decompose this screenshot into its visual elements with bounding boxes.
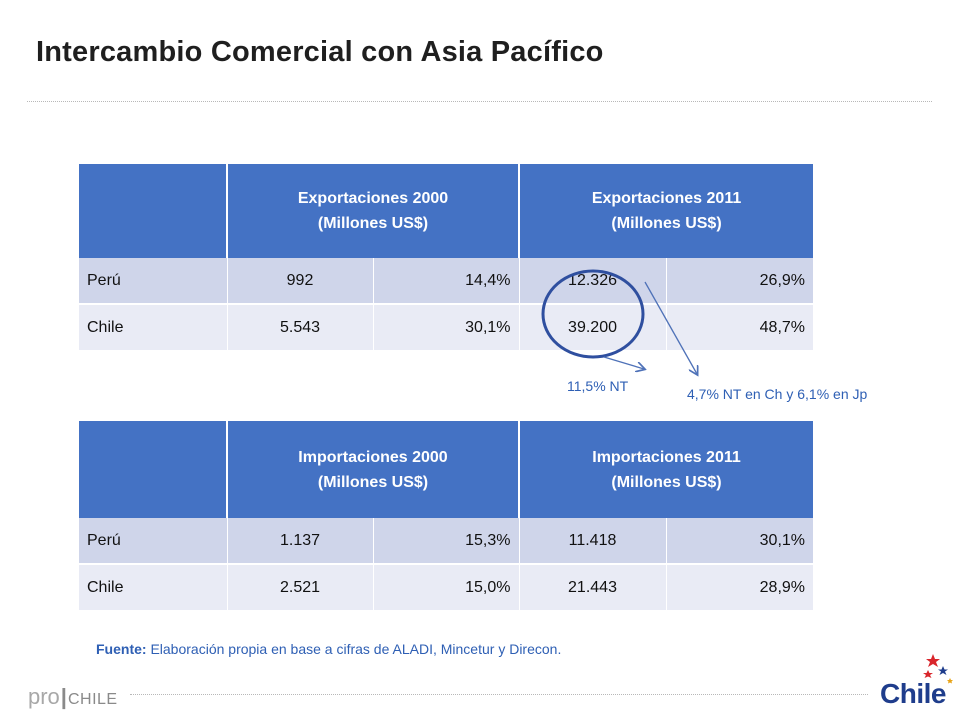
slide-title: Intercambio Comercial con Asia Pacífico bbox=[36, 36, 604, 68]
title-divider bbox=[27, 101, 932, 102]
nt-export-annotation: 11,5% NT bbox=[567, 378, 629, 394]
exports-table: Exportaciones 2000 (Millones US$) Export… bbox=[79, 164, 814, 350]
country-cell: Perú bbox=[79, 518, 228, 565]
nt-detail-annotation: 4,7% NT en Ch y 6,1% en Jp bbox=[687, 386, 868, 402]
imports-header-2011-title: Importaciones 2011 bbox=[592, 448, 741, 466]
imports-header-empty bbox=[79, 421, 228, 518]
exports-header-2011-unit: (Millones US$) bbox=[611, 215, 722, 232]
chile-brand-stars-icon bbox=[923, 654, 953, 684]
share-2000-cell: 30,1% bbox=[373, 304, 520, 350]
imports-table: Importaciones 2000 (Millones US$) Import… bbox=[79, 421, 814, 610]
imports-header-2000: Importaciones 2000 (Millones US$) bbox=[227, 421, 520, 518]
value-2011-cell: 12.326 bbox=[519, 258, 667, 305]
share-2000-cell: 15,0% bbox=[373, 564, 520, 610]
prochile-logo-chile: CHILE bbox=[67, 691, 118, 708]
imports-header-2000-unit: (Millones US$) bbox=[317, 473, 429, 491]
imports-header-2011-unit: (Millones US$) bbox=[611, 473, 722, 491]
prochile-logo: pro|CHILE bbox=[28, 684, 118, 710]
value-2000-cell: 2.521 bbox=[227, 564, 374, 610]
country-cell: Chile bbox=[79, 304, 228, 350]
exports-header-2000-unit: (Millones US$) bbox=[317, 215, 429, 232]
value-2000-cell: 5.543 bbox=[227, 304, 374, 350]
share-2011-cell: 26,9% bbox=[666, 258, 814, 305]
share-2011-cell: 28,9% bbox=[666, 564, 814, 610]
prochile-logo-pro: pro bbox=[28, 684, 60, 709]
prochile-logo-bar: | bbox=[60, 684, 67, 709]
exports-header-empty bbox=[79, 164, 228, 258]
table-row: Perú 992 14,4% 12.326 26,9% bbox=[79, 258, 814, 305]
share-2000-cell: 15,3% bbox=[373, 518, 520, 565]
value-2000-cell: 1.137 bbox=[227, 518, 374, 565]
footer-divider bbox=[130, 694, 868, 695]
imports-header-2011: Importaciones 2011 (Millones US$) bbox=[519, 421, 814, 518]
imports-header-2000-title: Importaciones 2000 bbox=[298, 448, 448, 466]
share-2011-cell: 48,7% bbox=[666, 304, 814, 350]
country-cell: Chile bbox=[79, 564, 228, 610]
share-2011-cell: 30,1% bbox=[666, 518, 814, 565]
table-row: Chile 2.521 15,0% 21.443 28,9% bbox=[79, 564, 814, 610]
exports-header-2000-title: Exportaciones 2000 bbox=[297, 190, 449, 207]
share-2000-cell: 14,4% bbox=[373, 258, 520, 305]
source-note: Fuente: Elaboración propia en base a cif… bbox=[96, 641, 561, 657]
value-2011-cell: 39.200 bbox=[519, 304, 667, 350]
value-2000-cell: 992 bbox=[227, 258, 374, 305]
value-2011-cell: 21.443 bbox=[519, 564, 667, 610]
exports-header-2000: Exportaciones 2000 (Millones US$) bbox=[227, 164, 521, 258]
source-text: Elaboración propia en base a cifras de A… bbox=[146, 641, 562, 657]
table-row: Perú 1.137 15,3% 11.418 30,1% bbox=[79, 518, 814, 565]
country-cell: Perú bbox=[79, 258, 228, 305]
value-2011-cell: 11.418 bbox=[519, 518, 667, 565]
exports-header-2011-title: Exportaciones 2011 bbox=[591, 190, 742, 207]
source-label: Fuente: bbox=[96, 641, 147, 657]
table-row: Chile 5.543 30,1% 39.200 48,7% bbox=[79, 304, 814, 350]
exports-header-2011: Exportaciones 2011 (Millones US$) bbox=[519, 164, 814, 258]
arrow-to-nt-export bbox=[603, 356, 644, 369]
chile-brand-wordmark: Chile bbox=[880, 678, 946, 709]
